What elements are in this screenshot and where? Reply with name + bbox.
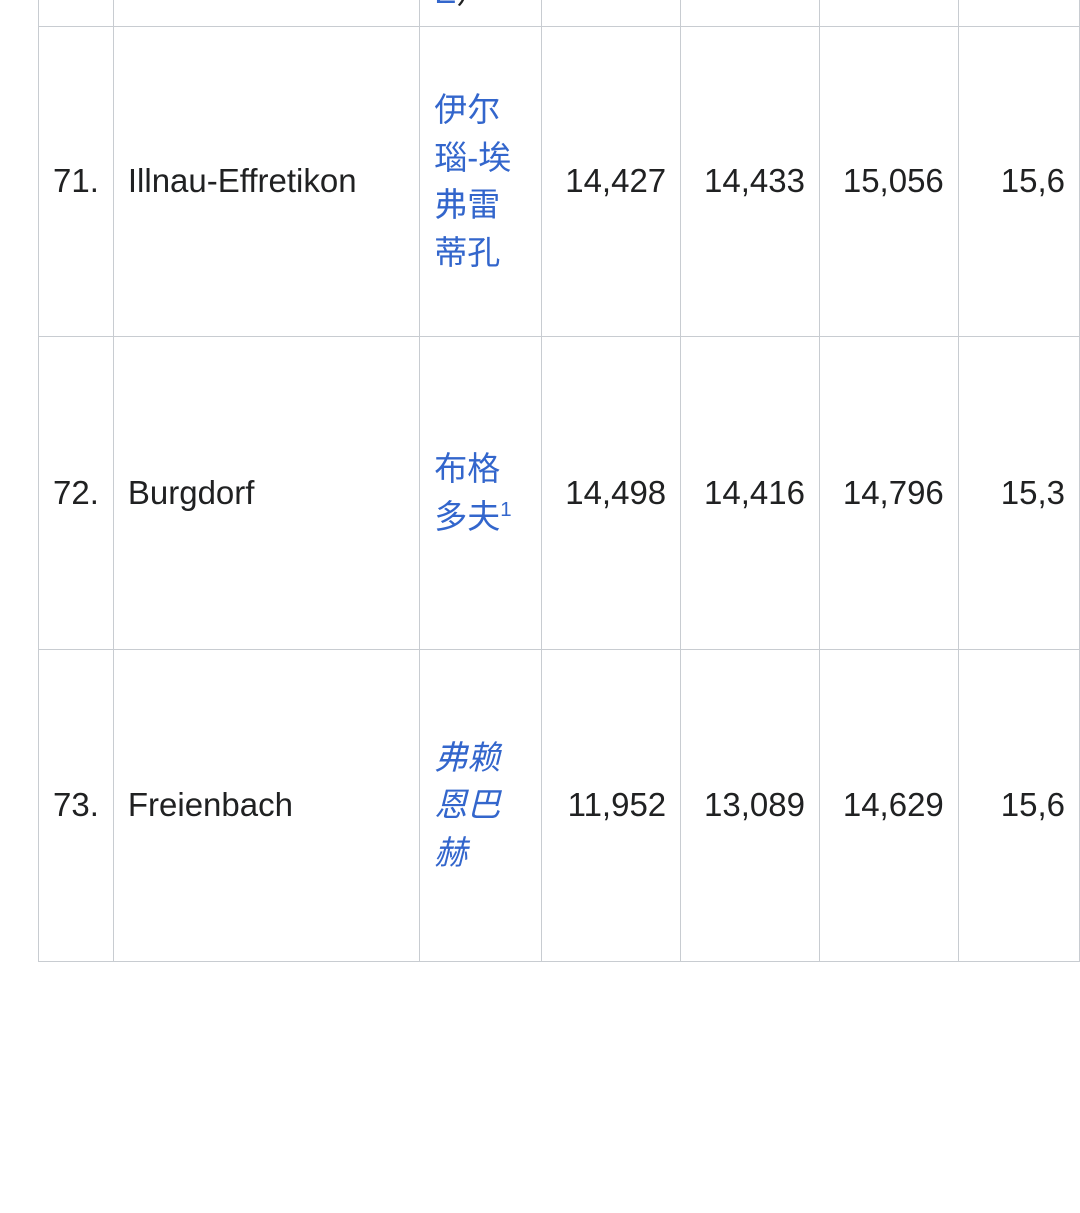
row-chinese-name: 伊尔瑙-埃弗雷蒂孔 [419, 25, 543, 337]
population-cell: 13,089 [680, 648, 820, 962]
chinese-name-link[interactable]: 伊尔瑙-埃弗雷蒂孔 [434, 90, 512, 272]
population-cell: 15,056 [818, 25, 959, 337]
population-cell: 11,952 [541, 648, 682, 962]
german-name-link[interactable]: Val-de-Ruz NE [434, 0, 526, 10]
municipality-population-table: 70. Val-de-Ruz 瓦尔德利（德语：Val-de-Ruz NE）6 7… [38, 0, 1080, 962]
row-rank: 72. [38, 335, 114, 650]
population-cell: 14,498 [541, 335, 682, 650]
population-cell [818, 0, 959, 27]
population-cell: 14,433 [680, 25, 820, 337]
population-cell: 15,6 [957, 648, 1080, 962]
population-cell: 14,416 [680, 335, 820, 650]
population-cell: 14,796 [818, 335, 959, 650]
row-name: Burgdorf [112, 335, 421, 650]
population-cell: 15,6 [957, 25, 1080, 337]
table-body: 70. Val-de-Ruz 瓦尔德利（德语：Val-de-Ruz NE）6 7… [38, 0, 1080, 962]
row-rank: 71. [38, 25, 114, 337]
row-name: Val-de-Ruz [112, 0, 421, 27]
table-row: 70. Val-de-Ruz 瓦尔德利（德语：Val-de-Ruz NE）6 [38, 0, 1080, 27]
footnote-marker[interactable]: 1 [500, 497, 512, 521]
table-row: 72. Burgdorf 布格多夫1 14,498 14,416 14,796 … [38, 335, 1080, 650]
population-cell: 15,3 [957, 335, 1080, 650]
population-cell: 14,427 [541, 25, 682, 337]
table-row: 71. Illnau-Effretikon 伊尔瑙-埃弗雷蒂孔 14,427 1… [38, 25, 1080, 337]
population-cell [957, 0, 1080, 27]
chinese-name-link[interactable]: 布格多夫1 [434, 450, 511, 535]
row-rank: 73. [38, 648, 114, 962]
chinese-name-text: 布格多夫 [434, 450, 501, 535]
population-cell: 14,629 [818, 648, 959, 962]
row-rank: 70. [38, 0, 114, 27]
row-name: Illnau-Effretikon [112, 25, 421, 337]
chinese-paren-close: ） [456, 0, 489, 10]
table-row: 73. Freienbach 弗赖恩巴赫 11,952 13,089 14,62… [38, 648, 1080, 962]
row-chinese-name: 布格多夫1 [419, 335, 543, 650]
population-cell [541, 0, 682, 27]
row-chinese-name: 瓦尔德利（德语：Val-de-Ruz NE）6 [419, 0, 543, 27]
row-chinese-name: 弗赖恩巴赫 [419, 648, 543, 962]
population-cell [680, 0, 820, 27]
row-name: Freienbach [112, 648, 421, 962]
chinese-name-link[interactable]: 弗赖恩巴赫 [434, 738, 501, 872]
